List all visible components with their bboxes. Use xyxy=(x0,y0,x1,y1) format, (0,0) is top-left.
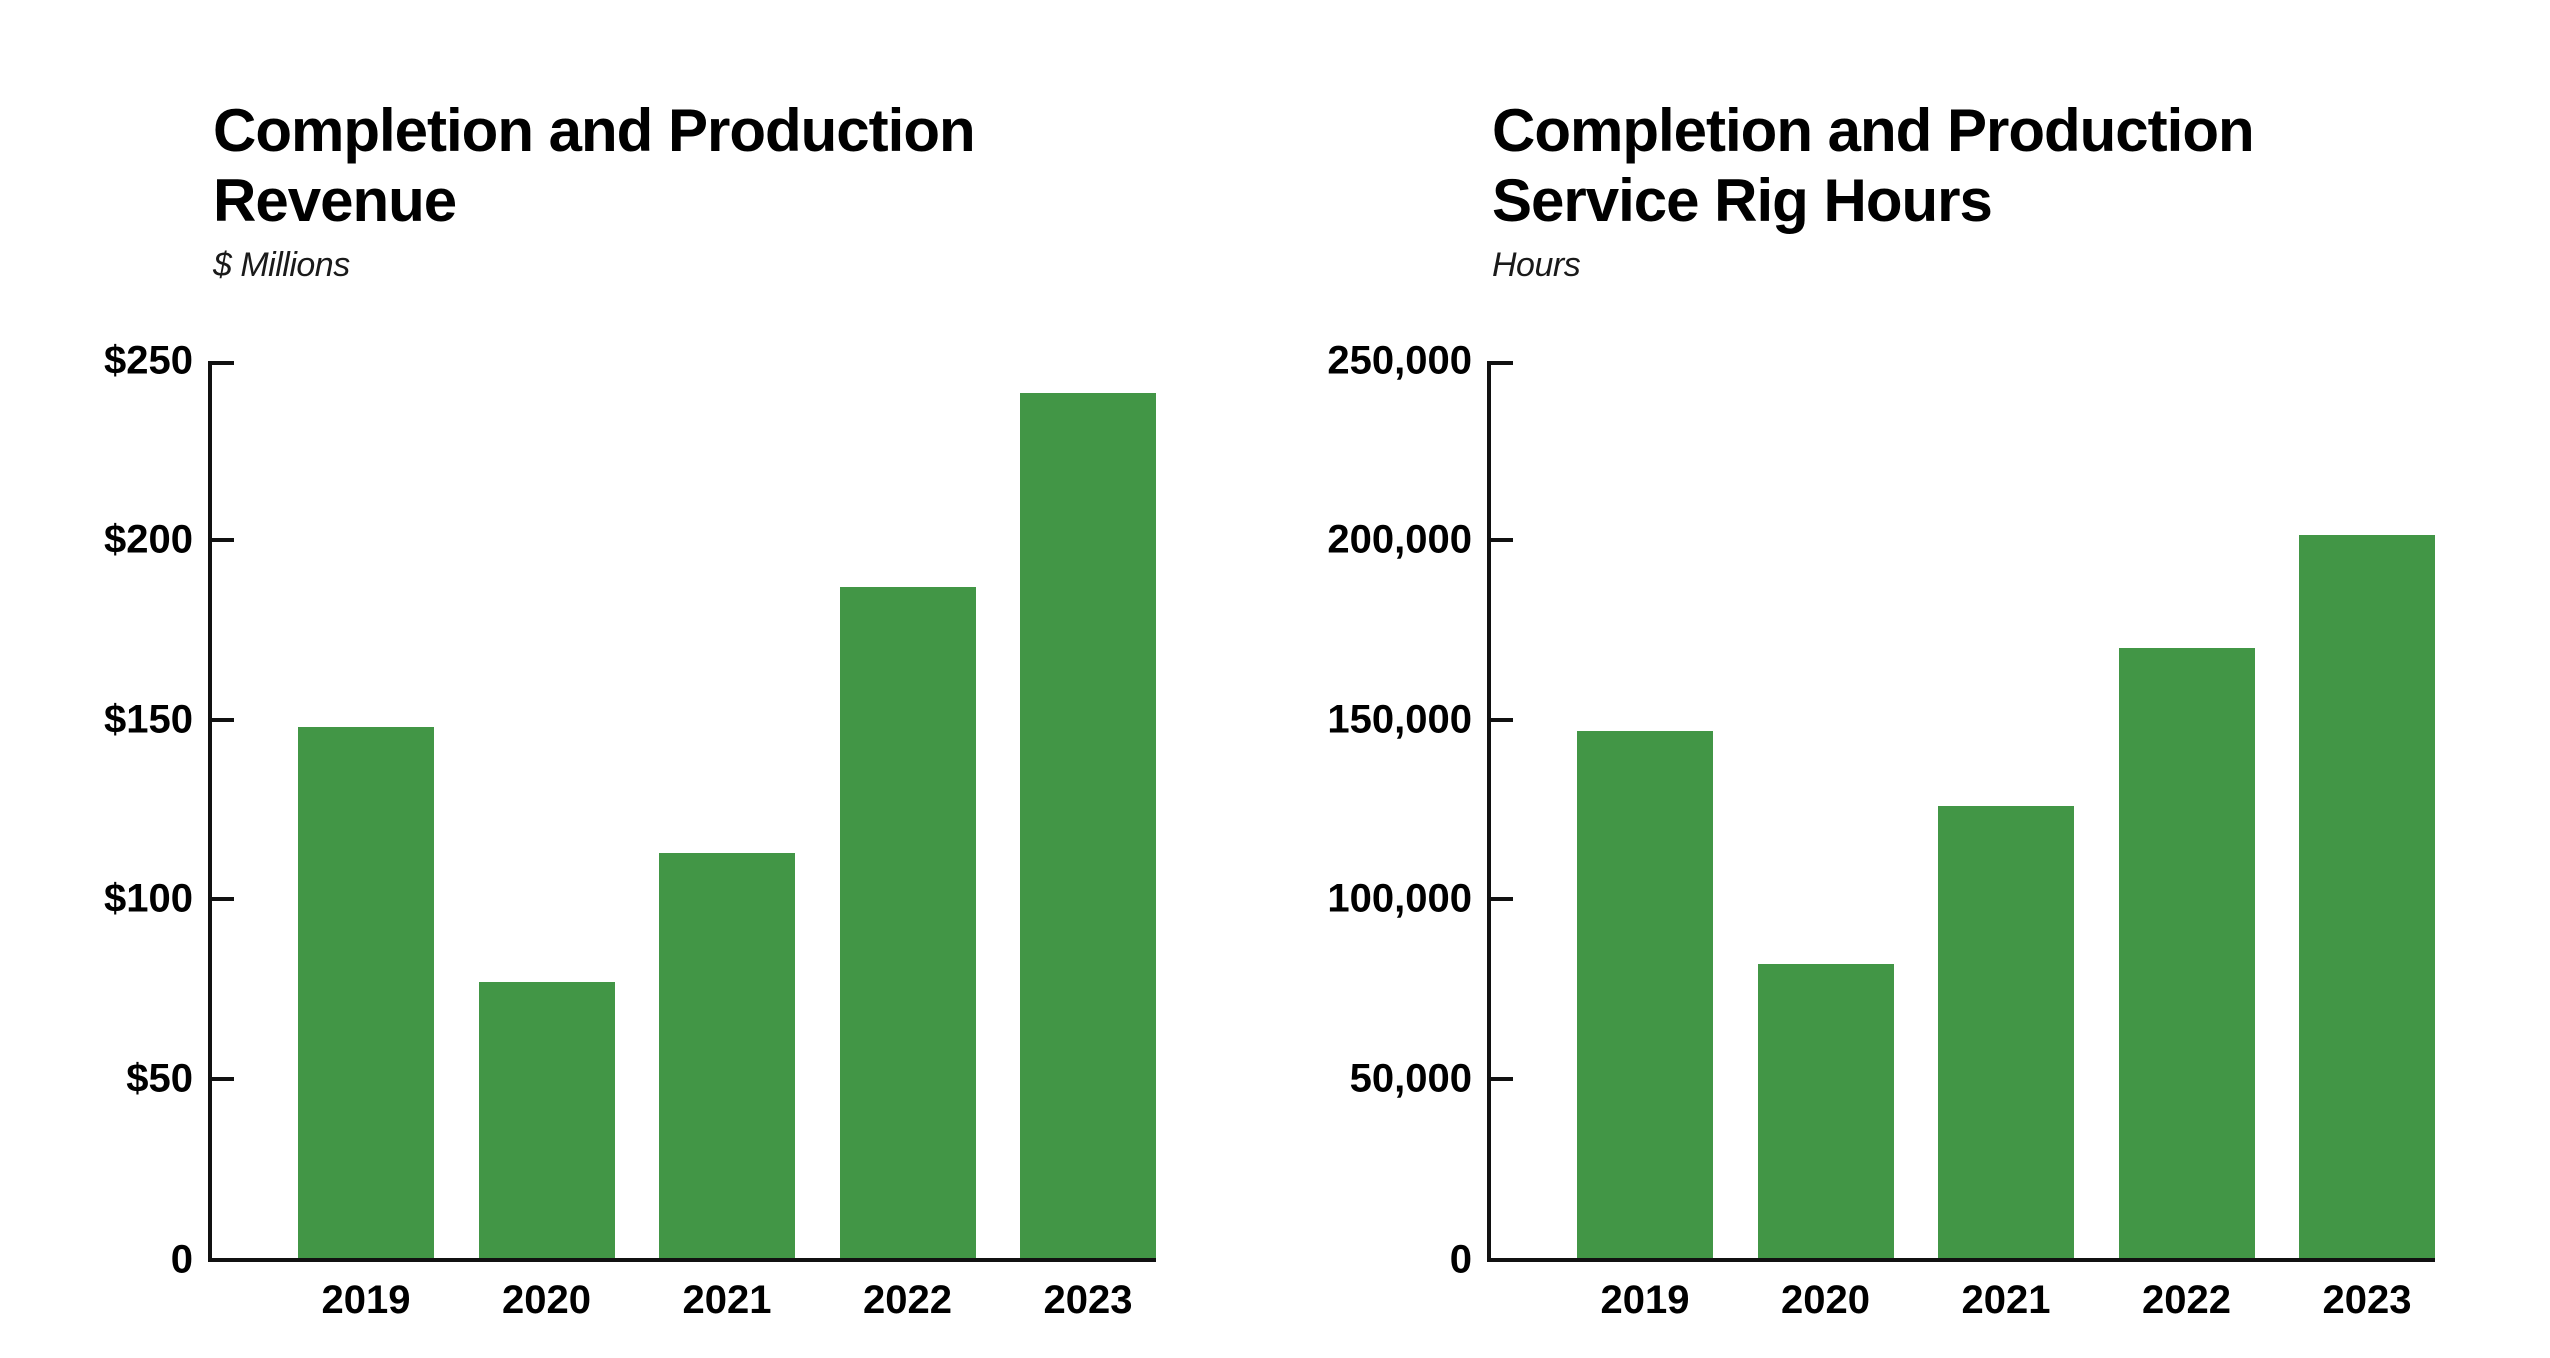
x-axis-labels: 2019 2020 2021 2022 2023 xyxy=(1491,1278,2435,1323)
y-axis-label: $50 xyxy=(126,1056,193,1101)
y-axis-label: 150,000 xyxy=(1327,697,1472,742)
bar-2019 xyxy=(1577,730,1713,1258)
x-axis-label-2019: 2019 xyxy=(1600,1278,1690,1322)
chart-title-line-1: Completion and Production xyxy=(213,97,976,164)
y-axis-label: $100 xyxy=(104,876,193,921)
y-axis-tick xyxy=(212,1076,234,1081)
x-axis-labels: 2019 2020 2021 2022 2023 xyxy=(212,1278,1156,1323)
bar-2019 xyxy=(298,726,434,1258)
x-axis-label-2020: 2020 xyxy=(1781,1278,1870,1322)
plot-area: 250,000 200,000 150,000 100,000 50,000 0 2019… xyxy=(1327,339,2435,1322)
x-axis-label-2022: 2022 xyxy=(863,1278,952,1322)
y-axis-label: 0 xyxy=(170,1237,193,1282)
y-axis-tick xyxy=(1491,361,1513,365)
y-axis-label: 50,000 xyxy=(1349,1056,1472,1101)
chart-title-line-2: Service Rig Hours xyxy=(1492,167,1993,234)
chart-header: Completion and Production Revenue xyxy=(213,96,1053,236)
y-axis-label: $150 xyxy=(104,697,193,742)
x-axis-label-2021: 2021 xyxy=(682,1278,772,1322)
x-axis-label-2020: 2020 xyxy=(502,1278,591,1322)
y-axis-tick xyxy=(1491,717,1513,722)
bar-2020 xyxy=(478,981,615,1258)
bar-2020 xyxy=(1757,963,1894,1258)
chart-title-line-1: Completion and Production xyxy=(1492,97,2255,164)
y-axis-label: $200 xyxy=(104,517,193,562)
y-axis-tick xyxy=(1491,1076,1513,1081)
completion-production-revenue-chart: Completion and Production Revenue $ Mill… xyxy=(104,0,1268,1358)
x-axis-label-2019: 2019 xyxy=(321,1278,411,1322)
y-axis-tick xyxy=(212,538,234,543)
chart-title-line-2: Revenue xyxy=(213,167,457,234)
bar-2023 xyxy=(1020,393,1156,1258)
chart-subtitle: Hours xyxy=(1492,246,1581,284)
y-axis-tick xyxy=(1491,538,1513,543)
y-axis-label: 100,000 xyxy=(1327,876,1472,921)
bar-series xyxy=(1491,361,2435,1258)
y-axis-label: $250 xyxy=(104,338,193,383)
bar-2021 xyxy=(1938,805,2074,1258)
chart-header: Completion and Production Service Rig Ho… xyxy=(1492,96,2332,236)
y-axis-tick xyxy=(212,361,234,365)
chart-title: Completion and Production Service Rig Ho… xyxy=(1492,96,2332,236)
service-rig-hours-chart: Completion and Production Service Rig Ho… xyxy=(1327,0,2547,1358)
x-axis-label-2022: 2022 xyxy=(2142,1278,2231,1322)
bar-2023 xyxy=(2299,535,2435,1258)
y-axis-tick xyxy=(212,897,234,902)
bar-2021 xyxy=(659,852,795,1258)
y-axis-tick xyxy=(1491,897,1513,902)
plot-area: $250 $200 $150 $100 $50 0 2019 2020 2021 2022 202… xyxy=(104,339,1156,1322)
y-axis-label: 0 xyxy=(1449,1237,1472,1282)
x-axis-label-2023: 2023 xyxy=(1043,1278,1133,1322)
y-axis-tick xyxy=(212,717,234,722)
y-axis-label: 250,000 xyxy=(1327,338,1472,383)
bar-series xyxy=(212,361,1156,1258)
bar-2022 xyxy=(839,587,976,1258)
chart-subtitle: $ Millions xyxy=(213,246,350,284)
y-axis-label: 200,000 xyxy=(1327,517,1472,562)
x-axis-label-2023: 2023 xyxy=(2322,1278,2412,1322)
bar-2022 xyxy=(2118,648,2255,1258)
chart-title: Completion and Production Revenue xyxy=(213,96,1053,236)
x-axis-label-2021: 2021 xyxy=(1961,1278,2051,1322)
